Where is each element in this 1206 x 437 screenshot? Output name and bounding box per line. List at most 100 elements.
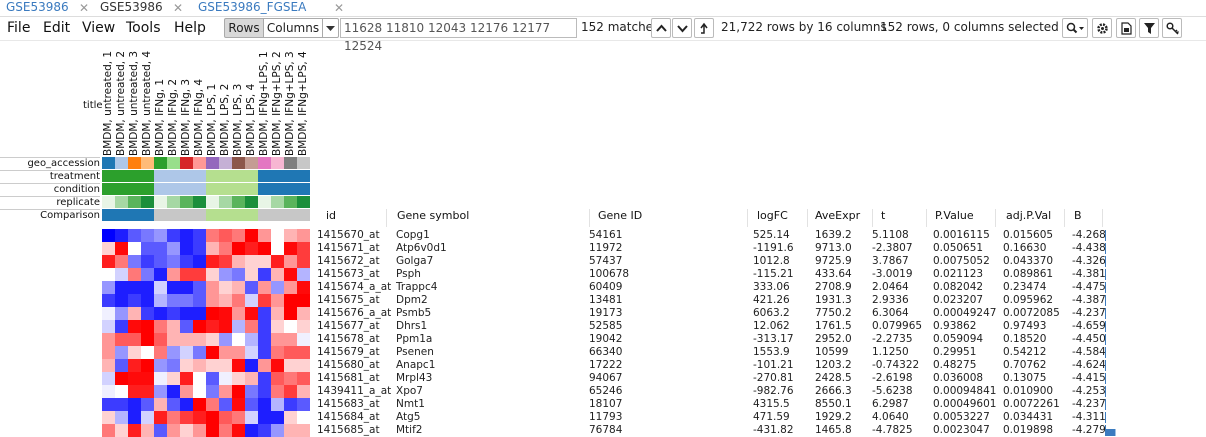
column-divider[interactable] <box>747 209 748 227</box>
column-divider[interactable] <box>926 209 927 227</box>
heatmap-cell <box>193 294 206 307</box>
column-label[interactable]: BMDM, LPS, 4 <box>245 83 257 156</box>
column-label[interactable]: BMDM, untreated, 2 <box>115 50 127 156</box>
column-label[interactable]: BMDM, IFNg+LPS, 1 <box>258 51 270 156</box>
heatmap-cell <box>232 424 245 437</box>
column-header-p-value[interactable]: P.Value <box>935 209 974 222</box>
tab-gse53986-2[interactable]: GSE53986 ✕ <box>100 0 188 17</box>
column-divider[interactable] <box>872 209 873 227</box>
previous-match-button[interactable] <box>651 18 671 38</box>
column-label[interactable]: BMDM, untreated, 4 <box>141 50 153 156</box>
column-header-b[interactable]: B <box>1074 209 1082 222</box>
settings-button[interactable] <box>1092 18 1112 38</box>
heatmap-cell <box>128 242 141 255</box>
track-label-replicate[interactable]: replicate <box>0 196 100 208</box>
column-label[interactable]: BMDM, LPS, 3 <box>232 83 244 156</box>
column-header-aveexpr[interactable]: AveExpr <box>815 209 861 222</box>
column-label[interactable]: BMDM, IFNg+LPS, 2 <box>271 51 283 156</box>
heatmap-cell <box>258 398 271 411</box>
heatmap-cell <box>206 255 219 268</box>
column-divider[interactable] <box>589 209 590 227</box>
heatmap-cell <box>102 346 115 359</box>
next-match-button[interactable] <box>672 18 692 38</box>
match-count: 152 matches <box>581 20 660 34</box>
column-label[interactable]: BMDM, untreated, 1 <box>102 50 114 156</box>
track-cell <box>245 183 258 195</box>
menu-view[interactable]: View <box>82 20 116 36</box>
filter-button[interactable] <box>1139 18 1159 38</box>
column-label[interactable]: BMDM, IFNg, 3 <box>180 78 192 156</box>
table-cell: 333.06 <box>753 281 790 293</box>
key-button[interactable] <box>1162 18 1182 38</box>
column-label[interactable]: BMDM, IFNg+LPS, 4 <box>297 51 309 156</box>
heatmap-cell <box>141 359 154 372</box>
column-header-adj-p-val[interactable]: adj.P.Val <box>1006 209 1052 222</box>
heatmap-cell <box>245 385 258 398</box>
column-divider[interactable] <box>1102 209 1103 227</box>
annotation-track[interactable] <box>102 157 310 169</box>
column-divider[interactable] <box>995 209 996 227</box>
track-cell <box>245 196 258 208</box>
close-icon[interactable]: ✕ <box>334 1 345 15</box>
table-cell: 1639.2 <box>815 229 852 241</box>
heatmap-cell <box>180 320 193 333</box>
menu-file[interactable]: File <box>7 20 31 36</box>
track-cell <box>245 170 258 182</box>
heatmap-cell <box>245 359 258 372</box>
track-cell <box>180 157 193 169</box>
heatmap-cell <box>102 359 115 372</box>
track-label-geo-accession[interactable]: geo_accession <box>0 157 100 169</box>
track-label-comparison[interactable]: Comparison <box>0 209 100 221</box>
column-label[interactable]: BMDM, IFNg, 2 <box>167 78 179 156</box>
caret-down-icon <box>326 26 335 31</box>
column-header-t[interactable]: t <box>881 209 886 222</box>
annotation-track[interactable] <box>102 196 310 208</box>
column-label[interactable]: BMDM, LPS, 1 <box>206 83 218 156</box>
column-label[interactable]: BMDM, IFNg, 1 <box>154 78 166 156</box>
column-label[interactable]: BMDM, IFNg, 4 <box>193 78 205 156</box>
table-cell: 1012.8 <box>753 255 790 267</box>
heatmap-cell <box>115 294 128 307</box>
column-header-gene-symbol[interactable]: Gene symbol <box>397 209 470 222</box>
zoom-button[interactable] <box>1062 18 1088 38</box>
track-cell <box>167 170 180 182</box>
tab-gse53986-1[interactable]: GSE53986 <box>6 0 92 17</box>
menu-edit[interactable]: Edit <box>43 20 71 36</box>
column-label[interactable]: BMDM, untreated, 3 <box>128 50 140 156</box>
heatmap-cell <box>193 268 206 281</box>
column-divider[interactable] <box>386 209 387 227</box>
heatmap-cell <box>180 281 193 294</box>
heatmap-cell <box>206 333 219 346</box>
tab-gse53986-fgsea[interactable]: GSE53986_FGSEA ✕ <box>198 0 358 17</box>
save-button[interactable] <box>1116 18 1136 38</box>
menu-help[interactable]: Help <box>174 20 206 36</box>
table-cell: Atp6v0d1 <box>396 242 447 254</box>
heatmap-cell <box>206 268 219 281</box>
table-cell: -4.4389 <box>1072 242 1113 254</box>
heatmap-cell <box>245 229 258 242</box>
annotation-track[interactable] <box>102 209 310 221</box>
scrollbar-track[interactable] <box>1106 229 1116 429</box>
column-divider[interactable] <box>1064 209 1065 227</box>
column-header-id[interactable]: id <box>326 209 337 222</box>
column-header-logfc[interactable]: logFC <box>757 209 788 222</box>
columns-toggle-button[interactable]: Columns <box>263 18 323 38</box>
column-label[interactable]: BMDM, LPS, 2 <box>219 83 231 156</box>
close-icon[interactable]: ✕ <box>173 1 184 15</box>
column-header-gene-id[interactable]: Gene ID <box>598 209 643 222</box>
track-label-treatment[interactable]: treatment <box>0 170 100 182</box>
search-input[interactable]: 11628 11810 12043 12176 12177 12524 <box>340 18 577 53</box>
column-divider[interactable] <box>807 209 808 227</box>
menu-tools[interactable]: Tools <box>126 20 161 36</box>
jump-to-match-button[interactable] <box>694 18 714 38</box>
annotation-track[interactable] <box>102 183 310 195</box>
close-icon[interactable]: ✕ <box>79 1 90 15</box>
track-cell <box>232 183 245 195</box>
search-mode-dropdown[interactable] <box>322 18 339 38</box>
annotation-track[interactable] <box>102 170 310 182</box>
heatmap-cell <box>271 398 284 411</box>
track-label-condition[interactable]: condition <box>0 183 100 195</box>
heatmap-cell <box>219 346 232 359</box>
column-label[interactable]: BMDM, IFNg+LPS, 3 <box>284 51 296 156</box>
rows-toggle-button[interactable]: Rows <box>224 18 264 38</box>
